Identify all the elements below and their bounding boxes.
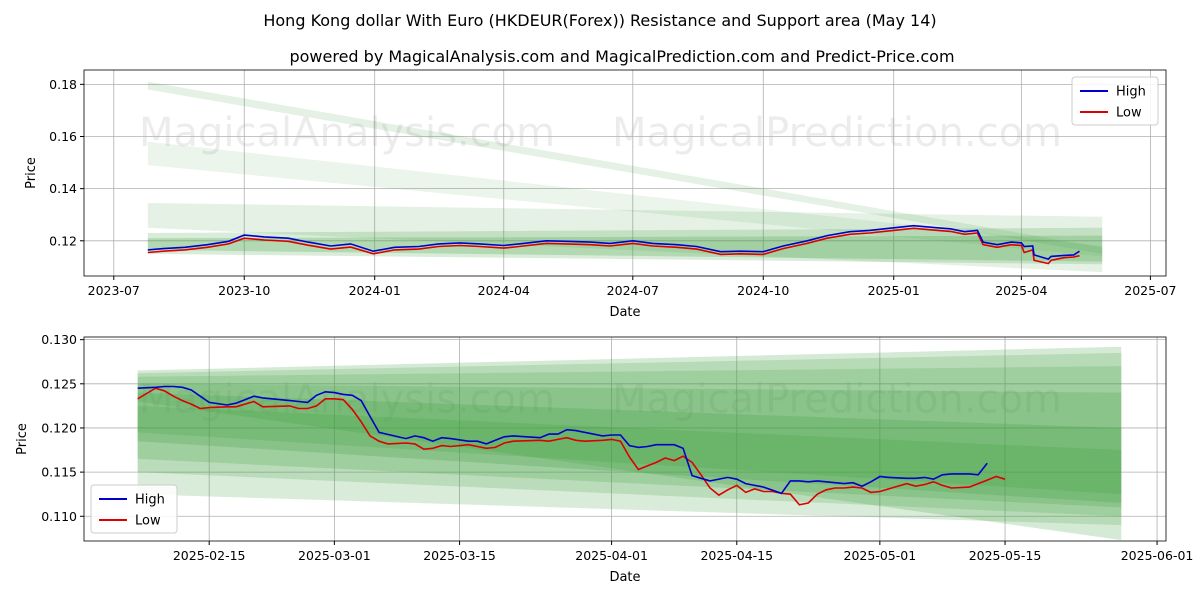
y-tick-label: 0.14: [49, 181, 77, 196]
y-axis-label: Price: [24, 157, 39, 189]
plot-frame: [83, 336, 1167, 542]
band-area: [147, 202, 1103, 273]
x-axis-label: Date: [609, 305, 640, 320]
x-tick-label: 2024-01: [349, 283, 401, 298]
chart-title: Hong Kong dollar With Euro (HKDEUR(Forex…: [263, 11, 936, 30]
top-chart-panel: MagicalAnalysis.com MagicalPrediction.com…: [24, 69, 1177, 320]
x-tick-label: 2024-07: [607, 283, 659, 298]
x-tick-label: 2025-04-15: [700, 548, 773, 563]
low-series-line: [147, 227, 1080, 265]
band-area: [147, 227, 1103, 265]
legend-high-label: High: [1116, 85, 1146, 100]
y-tick-label: 0.120: [41, 420, 77, 435]
x-tick-label: 2025-02-15: [173, 548, 246, 563]
y-tick-label: 0.125: [41, 376, 77, 391]
low-series-line: [137, 387, 1006, 506]
series-lines: [137, 385, 1006, 506]
support-resistance-bands: [147, 81, 1103, 273]
bottom-chart-panel: MagicalAnalysis.com MagicalPrediction.com…: [15, 332, 1193, 585]
band-area: [137, 392, 1122, 504]
plot-frame: [83, 69, 1167, 277]
x-tick-label: 2025-01: [868, 283, 920, 298]
band-area: [147, 141, 1103, 257]
x-tick-label: 2025-05-01: [844, 548, 917, 563]
x-tick-label: 2025-05-15: [969, 548, 1042, 563]
y-tick-label: 0.16: [49, 129, 77, 144]
grid-lines: [84, 337, 1166, 541]
watermark-right: MagicalPrediction.com: [612, 110, 1062, 156]
x-tick-label: 2023-10: [218, 283, 270, 298]
support-resistance-bands: [137, 346, 1122, 541]
watermark-group: MagicalAnalysis.com MagicalPrediction.com: [139, 110, 1062, 156]
x-tick-label: 2025-03-15: [423, 548, 496, 563]
x-axis-label: Date: [609, 570, 640, 585]
legend-low-label: Low: [1116, 106, 1142, 121]
band-area: [147, 81, 1103, 254]
band-area: [137, 352, 1122, 526]
band-area: [137, 405, 1122, 495]
y-tick-label: 0.115: [41, 465, 77, 480]
legend: High Low: [1071, 76, 1159, 126]
legend-high-label: High: [135, 493, 165, 508]
high-series-line: [137, 385, 988, 495]
x-tick-label: 2024-04: [478, 283, 530, 298]
x-tick-label: 2025-03-01: [298, 548, 371, 563]
y-axis-label: Price: [15, 423, 30, 455]
band-area: [147, 235, 1103, 262]
x-tick-label: 2025-06-01: [1121, 548, 1194, 563]
y-tick-label: 0.130: [41, 332, 77, 347]
x-tick-label: 2024-10: [737, 283, 789, 298]
legend: High Low: [90, 484, 178, 534]
y-tick-label: 0.12: [49, 233, 77, 248]
x-tick-label: 2025-07: [1124, 283, 1176, 298]
chart-subtitle: powered by MagicalAnalysis.com and Magic…: [289, 47, 954, 66]
y-tick-label: 0.110: [41, 509, 77, 524]
series-lines: [147, 224, 1080, 265]
x-tick-label: 2025-04-01: [575, 548, 648, 563]
watermark-left: MagicalAnalysis.com: [139, 110, 555, 156]
high-series-line: [147, 224, 1080, 260]
x-tick-label: 2023-07: [88, 283, 140, 298]
legend-low-label: Low: [135, 514, 161, 529]
y-tick-label: 0.18: [49, 77, 77, 92]
x-tick-label: 2025-04: [995, 283, 1047, 298]
